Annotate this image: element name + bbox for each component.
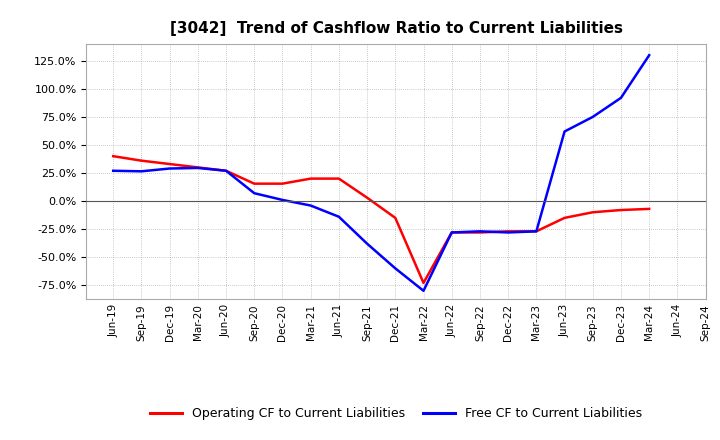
- Operating CF to Current Liabilities: [588, 209, 597, 215]
- Operating CF to Current Liabilities: [476, 230, 485, 235]
- Operating CF to Current Liabilities: [109, 154, 117, 159]
- Free CF to Current Liabilities: [109, 168, 117, 173]
- Free CF to Current Liabilities: [166, 166, 174, 171]
- Free CF to Current Liabilities: [137, 169, 145, 174]
- Free CF to Current Liabilities: [447, 230, 456, 235]
- Line: Free CF to Current Liabilities: Free CF to Current Liabilities: [113, 55, 649, 291]
- Operating CF to Current Liabilities: [419, 280, 428, 286]
- Title: [3042]  Trend of Cashflow Ratio to Current Liabilities: [3042] Trend of Cashflow Ratio to Curren…: [169, 21, 623, 36]
- Free CF to Current Liabilities: [335, 214, 343, 220]
- Free CF to Current Liabilities: [363, 241, 372, 246]
- Free CF to Current Liabilities: [476, 229, 485, 234]
- Free CF to Current Liabilities: [250, 191, 258, 196]
- Operating CF to Current Liabilities: [645, 206, 654, 212]
- Free CF to Current Liabilities: [419, 288, 428, 293]
- Operating CF to Current Liabilities: [391, 215, 400, 220]
- Line: Operating CF to Current Liabilities: Operating CF to Current Liabilities: [113, 156, 649, 283]
- Free CF to Current Liabilities: [278, 197, 287, 202]
- Operating CF to Current Liabilities: [560, 215, 569, 220]
- Free CF to Current Liabilities: [504, 230, 513, 235]
- Operating CF to Current Liabilities: [447, 230, 456, 235]
- Operating CF to Current Liabilities: [306, 176, 315, 181]
- Free CF to Current Liabilities: [532, 229, 541, 234]
- Legend: Operating CF to Current Liabilities, Free CF to Current Liabilities: Operating CF to Current Liabilities, Fre…: [145, 403, 647, 425]
- Free CF to Current Liabilities: [194, 165, 202, 171]
- Operating CF to Current Liabilities: [616, 207, 625, 213]
- Operating CF to Current Liabilities: [166, 161, 174, 167]
- Operating CF to Current Liabilities: [363, 195, 372, 200]
- Operating CF to Current Liabilities: [250, 181, 258, 186]
- Free CF to Current Liabilities: [588, 114, 597, 120]
- Operating CF to Current Liabilities: [194, 165, 202, 170]
- Operating CF to Current Liabilities: [278, 181, 287, 186]
- Free CF to Current Liabilities: [616, 95, 625, 100]
- Free CF to Current Liabilities: [645, 52, 654, 58]
- Operating CF to Current Liabilities: [532, 229, 541, 234]
- Free CF to Current Liabilities: [560, 129, 569, 134]
- Free CF to Current Liabilities: [222, 168, 230, 173]
- Operating CF to Current Liabilities: [504, 229, 513, 234]
- Free CF to Current Liabilities: [391, 266, 400, 271]
- Operating CF to Current Liabilities: [137, 158, 145, 163]
- Operating CF to Current Liabilities: [222, 168, 230, 173]
- Free CF to Current Liabilities: [306, 203, 315, 208]
- Operating CF to Current Liabilities: [335, 176, 343, 181]
